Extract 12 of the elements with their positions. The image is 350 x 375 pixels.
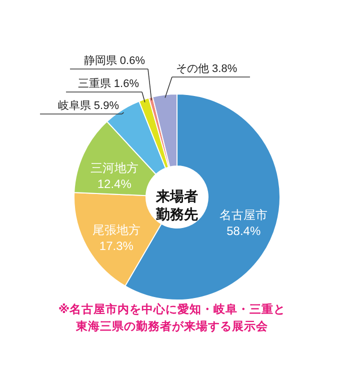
data-label: 58.4%: [226, 224, 261, 238]
slice-label: その他 3.8%: [176, 63, 238, 75]
slice-label: 尾張地方: [92, 223, 140, 238]
data-label: 17.3%: [99, 239, 134, 254]
text: 来場者勤務先: [155, 188, 198, 222]
data-label: 12.4%: [97, 177, 132, 192]
slice-label: 三河地方: [90, 161, 138, 176]
slice-label: 名古屋市: [220, 208, 268, 222]
slice-label: 岐阜県 5.9%: [58, 99, 120, 112]
text: ※名古屋市内を中心に愛知・岐阜・三重と東海三県の勤務者が来場する展示会: [58, 302, 286, 333]
slice-label: 静岡県 0.6%: [84, 55, 146, 67]
slice-label: 三重県 1.6%: [78, 77, 140, 90]
